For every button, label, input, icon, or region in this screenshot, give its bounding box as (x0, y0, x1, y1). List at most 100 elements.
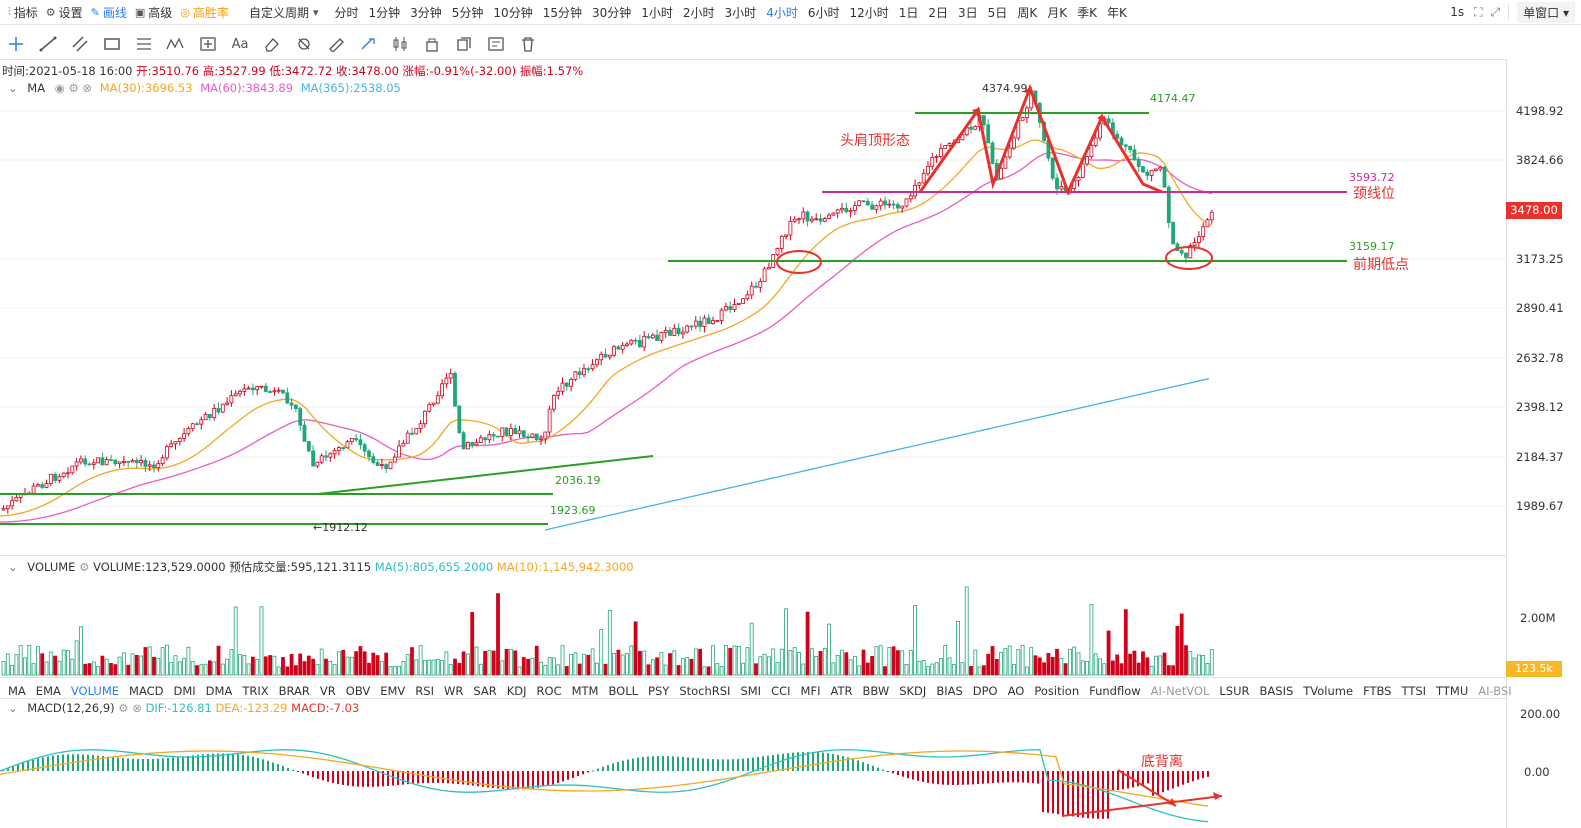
crosshair-icon[interactable] (0, 32, 32, 56)
indicator-tab[interactable]: DMI (173, 684, 196, 698)
eye-icon[interactable]: ◉ (54, 81, 65, 95)
indicator-tab[interactable]: SMI (740, 684, 762, 698)
indicator-tab[interactable]: FTBS (1363, 684, 1392, 698)
winrate-button[interactable]: ◎ 高胜率 (180, 4, 229, 21)
advanced-button[interactable]: ▣ 高级 (135, 4, 172, 21)
trendline-icon[interactable] (32, 32, 64, 56)
indicator-tab[interactable]: BIAS (936, 684, 963, 698)
indicator-tab[interactable]: AO (1007, 684, 1025, 698)
indicator-tab[interactable]: MACD (129, 684, 164, 698)
indicator-tab[interactable]: OBV (345, 684, 371, 698)
indicator-tab[interactable]: SAR (473, 684, 497, 698)
copy-icon[interactable] (448, 32, 480, 56)
indicator-tab[interactable]: MFI (800, 684, 821, 698)
indicator-tab[interactable]: StochRSI (679, 684, 731, 698)
trash-icon[interactable] (512, 32, 544, 56)
period-tab[interactable]: 3日 (958, 5, 978, 20)
indicator-tab[interactable]: TVolume (1303, 684, 1354, 698)
indicator-tab[interactable]: KDJ (506, 684, 527, 698)
indicator-tab[interactable]: TTMU (1436, 684, 1469, 698)
indicator-tab[interactable]: EMV (380, 684, 406, 698)
indicator-tab[interactable]: AI-NetVOL (1150, 684, 1210, 698)
period-tab[interactable]: 分时 (334, 5, 359, 20)
period-tab[interactable]: 3小时 (724, 5, 757, 20)
indicator-tab[interactable]: ROC (536, 684, 562, 698)
eraser-icon[interactable] (256, 32, 288, 56)
indicator-tab[interactable]: EMA (35, 684, 61, 698)
indicator-tab[interactable]: AI-BSI (1478, 684, 1512, 698)
indicator-tab[interactable]: CCI (771, 684, 791, 698)
period-tab[interactable]: 6小时 (807, 5, 840, 20)
period-tab[interactable]: 4小时 (766, 5, 798, 20)
indicator-tab[interactable]: BBW (862, 684, 890, 698)
period-tab[interactable]: 30分钟 (591, 5, 632, 20)
draw-button[interactable]: ✎ 画线 (91, 4, 127, 21)
delete-icon[interactable]: ⊗ (132, 701, 142, 715)
lock-icon[interactable] (416, 32, 448, 56)
ascending-trendline[interactable] (317, 455, 654, 495)
indicator-tab[interactable]: BRAR (278, 684, 310, 698)
period-tab[interactable]: 10分钟 (493, 5, 533, 20)
indicator-tab[interactable]: ATR (830, 684, 853, 698)
settings-button[interactable]: ⚙ 设置 (46, 4, 83, 21)
indicator-tab[interactable]: MA (8, 684, 26, 698)
fibonacci-icon[interactable] (128, 32, 160, 56)
indicator-tab[interactable]: LSUR (1219, 684, 1250, 698)
indicator-tab[interactable]: TRIX (242, 684, 269, 698)
expand-icon[interactable]: ⤢ (1490, 4, 1501, 19)
measure-icon[interactable] (192, 32, 224, 56)
indicator-tab[interactable]: DPO (972, 684, 998, 698)
interval-label[interactable]: 1s (1450, 5, 1465, 19)
window-select[interactable]: 单窗口 ▾ (1517, 1, 1575, 23)
wave-pattern-icon[interactable] (160, 32, 192, 56)
candle-style-icon[interactable] (384, 32, 416, 56)
collapse-icon[interactable]: ⌄ (8, 560, 18, 574)
rectangle-icon[interactable] (96, 32, 128, 56)
indicator-tab[interactable]: VOLUME (70, 684, 120, 698)
custom-period-dropdown[interactable]: 自定义周期 ▾ (249, 4, 322, 21)
gear-icon[interactable]: ⚙ (79, 560, 90, 574)
indicator-button[interactable]: ⫶ 指标 (8, 4, 38, 21)
period-tab[interactable]: 15分钟 (542, 5, 582, 20)
period-tab[interactable]: 2日 (928, 5, 949, 20)
period-tab[interactable]: 12小时 (849, 5, 889, 20)
indicator-tab[interactable]: SKDJ (899, 684, 927, 698)
text-icon[interactable]: Aa (231, 36, 249, 52)
indicator-tab[interactable]: VR (319, 684, 336, 698)
period-tab[interactable]: 周K (1017, 5, 1038, 20)
parallel-channel-icon[interactable] (64, 32, 96, 56)
period-tab[interactable]: 1日 (898, 5, 919, 20)
period-tab[interactable]: 5日 (987, 5, 1008, 20)
indicator-tab[interactable]: RSI (415, 684, 434, 698)
candle-body (427, 404, 432, 412)
hide-drawings-icon[interactable] (288, 32, 320, 56)
indicator-tab[interactable]: WR (443, 684, 464, 698)
delete-icon[interactable]: ⊗ (82, 81, 93, 95)
period-tab[interactable]: 月K (1047, 5, 1068, 20)
ruler-icon[interactable] (320, 32, 352, 56)
indicator-tab[interactable]: Fundflow (1089, 684, 1141, 698)
period-tab[interactable]: 季K (1077, 5, 1097, 20)
period-tab[interactable]: 3分钟 (410, 5, 442, 20)
magnet-icon[interactable] (352, 32, 384, 56)
volume-bar (487, 650, 492, 676)
edit-list-icon[interactable] (480, 32, 512, 56)
collapse-icon[interactable]: ⌄ (8, 701, 18, 715)
volume-bar (956, 620, 960, 676)
indicator-tab[interactable]: PSY (648, 684, 670, 698)
gear-icon[interactable]: ⚙ (68, 81, 79, 95)
indicator-tab[interactable]: Position (1034, 684, 1080, 698)
period-tab[interactable]: 1分钟 (368, 5, 401, 20)
collapse-icon[interactable]: ⌄ (8, 81, 18, 95)
gear-icon[interactable]: ⚙ (118, 701, 129, 715)
indicator-tab[interactable]: DMA (205, 684, 233, 698)
period-tab[interactable]: 2小时 (682, 5, 715, 20)
period-tab[interactable]: 1小时 (641, 5, 673, 20)
indicator-tab[interactable]: BOLL (608, 684, 639, 698)
indicator-tab[interactable]: MTM (571, 684, 599, 698)
period-tab[interactable]: 年K (1106, 5, 1127, 20)
indicator-tab[interactable]: TTSI (1401, 684, 1427, 698)
indicator-tab[interactable]: BASIS (1259, 684, 1294, 698)
period-tab[interactable]: 5分钟 (451, 5, 484, 20)
fullscreen-icon[interactable]: ⛶ (1474, 4, 1483, 19)
